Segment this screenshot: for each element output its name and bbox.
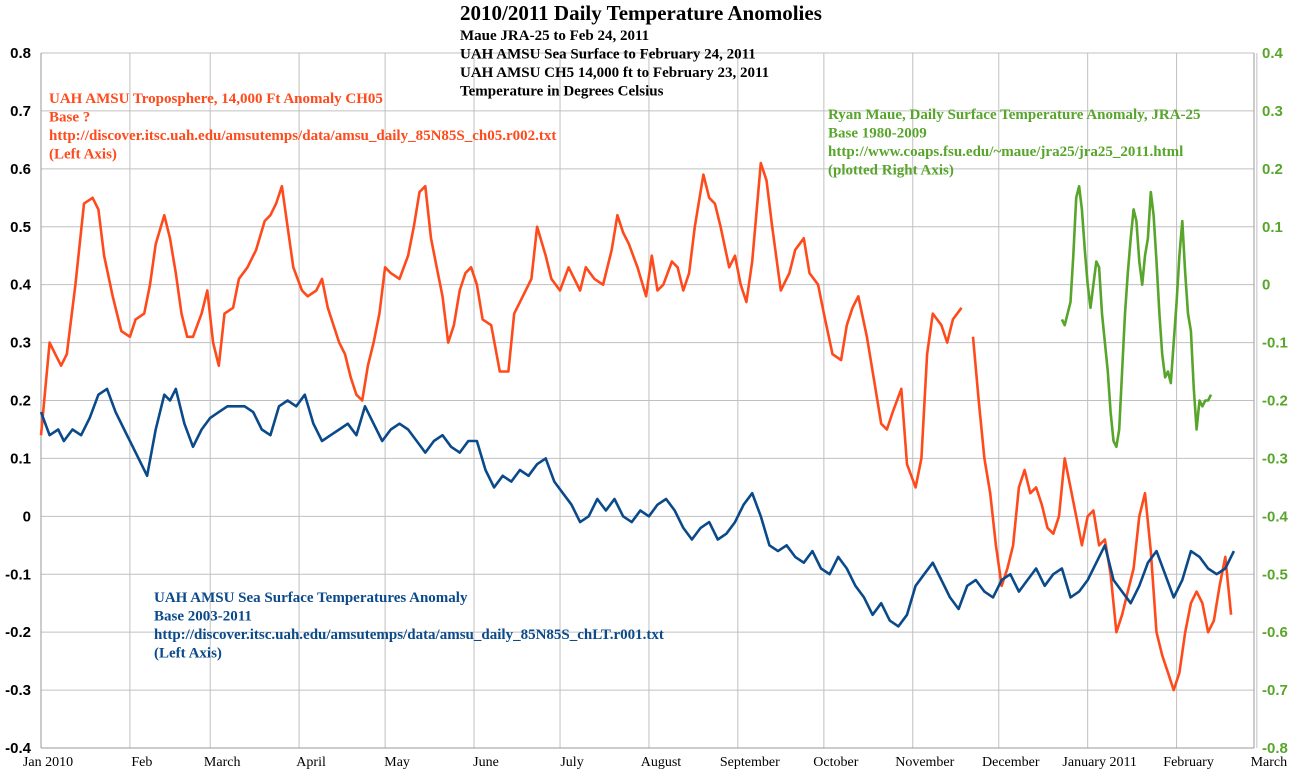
- annotation-line: Base 1980-2009: [828, 126, 927, 142]
- left-tick-label: 0: [23, 508, 31, 525]
- x-axis-ticks: Jan 2010 Feb March April May June July August Se…: [23, 755, 1287, 770]
- jra25-annotation: Ryan Maue, Daily Surface Temperature Ano…: [828, 107, 1201, 179]
- left-tick-label: 0.3: [10, 335, 31, 352]
- left-tick-label: 0.1: [10, 450, 31, 467]
- left-tick-label: 0.4: [10, 277, 32, 294]
- left-tick-label: 0.5: [10, 219, 31, 236]
- sea_surface-line: [39, 387, 1236, 628]
- annotation-line: (Left Axis): [154, 646, 222, 662]
- x-tick-label: October: [813, 755, 858, 770]
- left-axis-ticks: 0.8 0.7 0.6 0.5 0.4 0.3 0.2 0.1 0 -0.1 -0.2 -0.3 -0.…: [5, 45, 32, 757]
- annotation-line: (plotted Right Axis): [828, 163, 954, 179]
- x-tick-label: May: [384, 755, 410, 770]
- subtitle-line: Temperature in Degrees Celsius: [460, 84, 664, 100]
- left-tick-label: -0.3: [5, 682, 31, 699]
- left-tick-label: -0.4: [5, 740, 32, 757]
- right-tick-label: -0.3: [1262, 450, 1288, 467]
- right-tick-label: -0.8: [1262, 740, 1288, 757]
- x-tick-label: January 2011: [1062, 755, 1137, 770]
- right-axis-ticks: 0.4 0.3 0.2 0.1 0 -0.1 -0.2 -0.3 -0.4 -0.5 -0.6 -0.…: [1262, 45, 1289, 757]
- right-tick-label: 0.1: [1262, 219, 1283, 236]
- left-tick-label: 0.6: [10, 161, 31, 178]
- x-tick-label: March: [204, 755, 241, 770]
- annotation-line: http://discover.itsc.uah.edu/amsutemps/d…: [154, 627, 664, 643]
- left-tick-label: 0.2: [10, 393, 31, 410]
- annotation-line: Base 2003-2011: [154, 609, 252, 625]
- troposphere_2-line: [971, 336, 1233, 692]
- x-tick-label: April: [296, 755, 326, 770]
- x-tick-label: August: [641, 755, 682, 770]
- right-tick-label: -0.2: [1262, 393, 1288, 410]
- sea-surface-annotation: UAH AMSU Sea Surface Temperatures Anomal…: [154, 590, 664, 662]
- x-tick-label: July: [560, 755, 583, 770]
- right-tick-label: -0.6: [1262, 624, 1288, 641]
- troposphere-annotation: UAH AMSU Troposphere, 14,000 Ft Anomaly …: [49, 91, 556, 163]
- right-tick-label: -0.7: [1262, 682, 1288, 699]
- troposphere-line: [39, 161, 963, 489]
- x-tick-label: March: [1251, 755, 1288, 770]
- annotation-line: UAH AMSU Sea Surface Temperatures Anomal…: [154, 590, 468, 606]
- right-tick-label: 0: [1262, 277, 1270, 294]
- subtitle-line: UAH AMSU Sea Surface to February 24, 201…: [460, 47, 756, 63]
- x-tick-label: Jan 2010: [23, 755, 73, 770]
- data-lines: [39, 161, 1236, 692]
- x-tick-label: June: [473, 755, 499, 770]
- annotation-line: UAH AMSU Troposphere, 14,000 Ft Anomaly …: [49, 91, 383, 107]
- chart-title: 2010/2011 Daily Temperature Anomolies: [460, 1, 822, 25]
- right-tick-label: -0.4: [1262, 508, 1289, 525]
- annotation-line: http://discover.itsc.uah.edu/amsutemps/d…: [49, 128, 556, 144]
- left-tick-label: 0.7: [10, 103, 31, 120]
- x-tick-label: November: [895, 755, 954, 770]
- annotation-line: Base ?: [49, 110, 90, 126]
- x-tick-label: Feb: [131, 755, 152, 770]
- right-tick-label: -0.1: [1262, 335, 1288, 352]
- axes: [40, 53, 1255, 749]
- right-tick-label: 0.4: [1262, 45, 1284, 62]
- annotation-line: http://www.coaps.fsu.edu/~maue/jra25/jra…: [828, 144, 1183, 160]
- subtitle-line: UAH AMSU CH5 14,000 ft to February 23, 2…: [460, 65, 769, 81]
- annotation-line: (Left Axis): [49, 147, 117, 163]
- left-tick-label: 0.8: [10, 45, 31, 62]
- x-tick-label: February: [1163, 755, 1214, 770]
- surface_jra25-line: [1060, 184, 1213, 449]
- left-tick-label: -0.1: [5, 566, 31, 583]
- right-tick-label: 0.2: [1262, 161, 1283, 178]
- x-tick-label: September: [720, 755, 780, 770]
- left-tick-label: -0.2: [5, 624, 31, 641]
- right-tick-label: -0.5: [1262, 566, 1288, 583]
- subtitle-line: Maue JRA-25 to Feb 24, 2011: [460, 28, 649, 44]
- chart-subtitle: Maue JRA-25 to Feb 24, 2011 UAH AMSU Sea …: [460, 28, 769, 100]
- x-tick-label: December: [982, 755, 1040, 770]
- right-tick-label: 0.3: [1262, 103, 1283, 120]
- annotation-line: Ryan Maue, Daily Surface Temperature Ano…: [828, 107, 1201, 123]
